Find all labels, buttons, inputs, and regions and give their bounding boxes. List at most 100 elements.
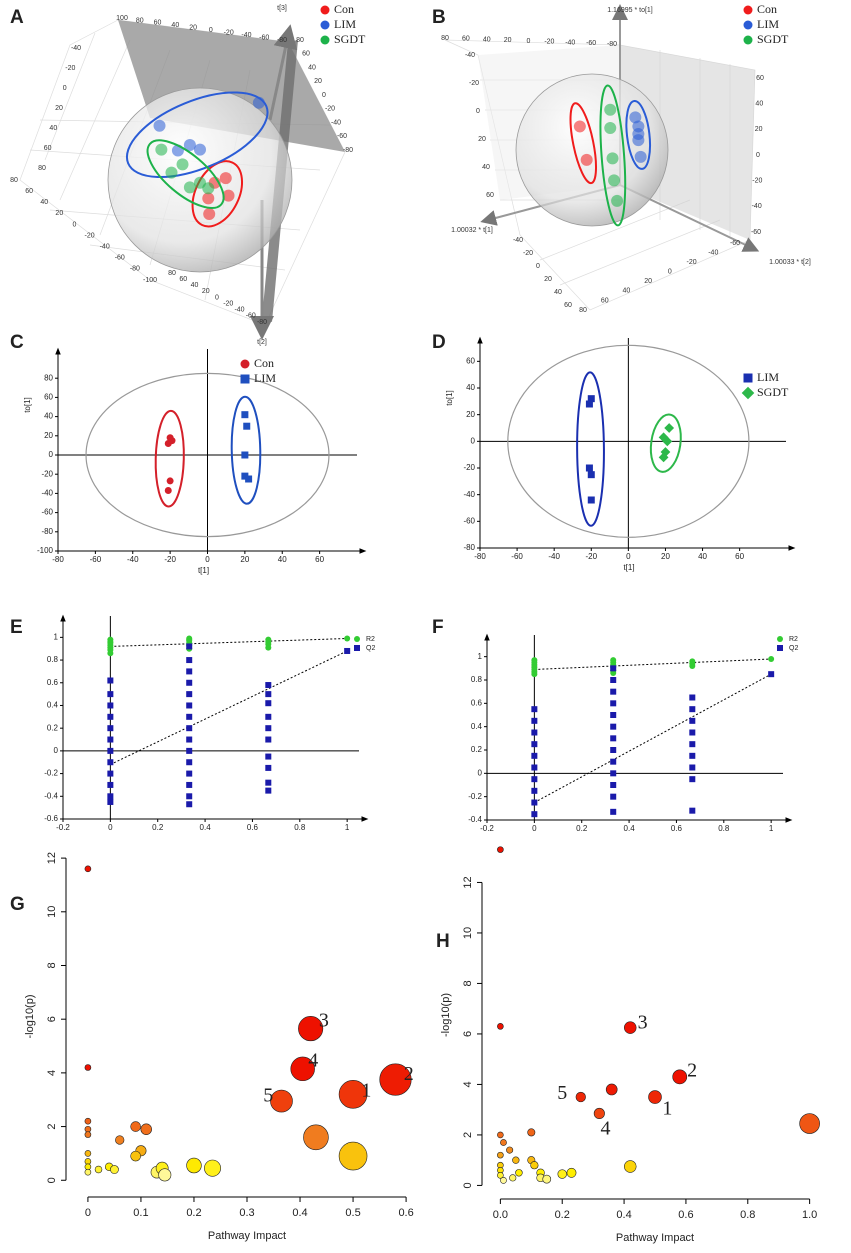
axis3d-tick-label: -80	[607, 41, 617, 48]
bubble	[84, 1064, 92, 1071]
x-tick-label: 0.2	[576, 824, 588, 833]
y-tick-label: 8	[462, 980, 474, 986]
legend-marker	[741, 386, 755, 400]
point	[107, 713, 114, 720]
bubble	[115, 1135, 125, 1145]
y-tick-label: -40	[463, 490, 475, 499]
x-tick-label: -40	[127, 555, 139, 564]
bubble	[186, 1157, 202, 1174]
x-tick-label: 0.0	[493, 1209, 508, 1221]
y-tick-label: 40	[466, 383, 475, 392]
group-ellipse	[599, 84, 627, 227]
y-tick-label: 0	[46, 1177, 58, 1183]
y-tick-label: 20	[44, 431, 53, 440]
point	[611, 194, 624, 207]
y-tick-label: 0.2	[471, 745, 483, 754]
legend-marker	[240, 359, 250, 369]
x-tick-label: 0.6	[398, 1207, 413, 1219]
y-tick-label: -0.2	[44, 769, 58, 778]
bubble	[672, 1069, 688, 1085]
axis3d-label: 1.16995 * to[1]	[607, 7, 653, 14]
axis3d-tick-label: -80	[277, 37, 287, 44]
bubble	[298, 1016, 324, 1042]
axis3d-tick-label: -40	[708, 249, 718, 256]
legend-marker	[777, 645, 783, 651]
legend-label: SGDT	[757, 32, 789, 46]
point	[664, 423, 675, 433]
point	[265, 691, 272, 698]
axis3d-tick-label: 20	[55, 210, 63, 217]
point	[580, 153, 593, 166]
axis3d-tick-label: 80	[10, 177, 18, 184]
x-tick-label: -0.2	[480, 824, 494, 833]
point	[107, 798, 114, 805]
point	[107, 736, 114, 743]
annotation: 5	[557, 1082, 567, 1104]
x-tick-label: 0.4	[200, 823, 212, 832]
y-tick-label: 0.2	[47, 723, 59, 732]
axis3d-tick-label: 80	[136, 17, 144, 24]
bubble	[515, 1169, 523, 1177]
axis3d-tick-label: -20	[223, 300, 233, 307]
axis3d-tick-label: -20	[469, 80, 479, 87]
point	[689, 764, 696, 771]
point	[265, 736, 272, 743]
point	[689, 694, 696, 701]
axis3d-tick-label: 20	[55, 105, 63, 112]
legend-label: Q2	[366, 645, 375, 652]
x-axis-label: t[1]	[623, 563, 634, 572]
legend-marker	[320, 5, 330, 15]
annotation: 1	[662, 1097, 672, 1119]
x-axis-label: t[1]	[198, 566, 209, 575]
point	[689, 776, 696, 783]
y-tick-label: -60	[463, 516, 475, 525]
annotation: 3	[638, 1011, 648, 1033]
point	[768, 671, 775, 678]
t2-ellipse	[507, 344, 750, 538]
point	[241, 472, 249, 480]
y-axis-label: to[1]	[445, 390, 454, 406]
bubble	[130, 1150, 141, 1162]
y-tick-label: 6	[46, 1016, 58, 1022]
point	[531, 671, 538, 678]
axis3d-tick-label: -20	[224, 30, 234, 37]
x-tick-label: 0.2	[555, 1209, 570, 1221]
axis3d-tick-label: 40	[191, 282, 199, 289]
bubble	[130, 1121, 141, 1132]
point	[610, 712, 617, 718]
point	[573, 120, 586, 133]
point	[634, 150, 647, 163]
bubble	[509, 1174, 517, 1182]
point	[176, 158, 189, 171]
point	[689, 752, 696, 759]
axis3d-tick-label: 0	[668, 269, 672, 276]
point	[186, 713, 193, 720]
point	[662, 436, 673, 447]
point	[658, 452, 669, 463]
axis3d-tick-label: -40	[71, 45, 81, 52]
x-tick-label: 0.3	[239, 1207, 254, 1219]
axis3d-tick-label: 20	[202, 288, 210, 295]
legend-marker	[240, 374, 250, 384]
point	[186, 759, 193, 766]
x-tick-label: 0	[532, 824, 537, 833]
bubble	[500, 1139, 507, 1146]
x-tick-label: -20	[164, 555, 176, 564]
point	[689, 741, 696, 748]
bubble	[557, 1169, 567, 1179]
point	[265, 713, 272, 720]
axis3d-tick-label: -60	[246, 313, 256, 320]
bubble	[575, 1091, 586, 1103]
legend-label: Con	[254, 356, 274, 370]
bubble	[290, 1056, 315, 1082]
y-tick-label: 12	[462, 876, 474, 888]
y-tick-label: 8	[46, 962, 58, 968]
legend-label: LIM	[334, 17, 356, 31]
axis3d-tick-label: -40	[565, 39, 575, 46]
x-tick-label: 1	[345, 823, 350, 832]
bubble	[140, 1123, 152, 1135]
x-tick-label: 0.2	[186, 1207, 201, 1219]
point	[265, 753, 272, 760]
y-tick-label: -80	[41, 527, 53, 536]
